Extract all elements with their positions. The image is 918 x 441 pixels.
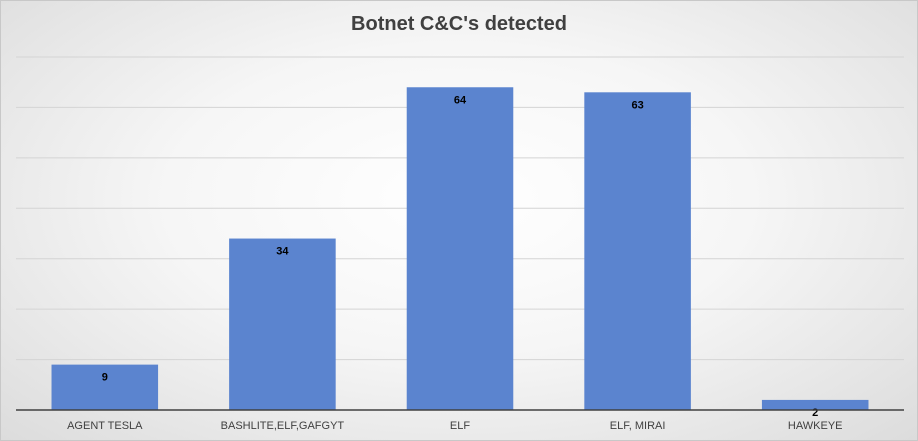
data-label: 64 bbox=[454, 94, 467, 106]
bar bbox=[761, 399, 869, 410]
data-label: 63 bbox=[631, 99, 643, 111]
x-tick-label: ELF bbox=[450, 420, 470, 432]
bar bbox=[51, 364, 159, 410]
chart-title: Botnet C&C's detected bbox=[351, 13, 567, 35]
data-label: 2 bbox=[812, 407, 818, 419]
x-tick-label: AGENT TESLA bbox=[67, 420, 143, 432]
bar bbox=[229, 238, 336, 410]
data-label: 34 bbox=[276, 246, 289, 258]
bar bbox=[584, 92, 691, 411]
data-label: 9 bbox=[102, 372, 108, 384]
x-tick-label: BASHLITE,ELF,GAFGYT bbox=[221, 420, 345, 432]
x-tick-label: HAWKEYE bbox=[788, 420, 843, 432]
x-tick-label: ELF, MIRAI bbox=[610, 420, 666, 432]
bar bbox=[406, 87, 514, 410]
